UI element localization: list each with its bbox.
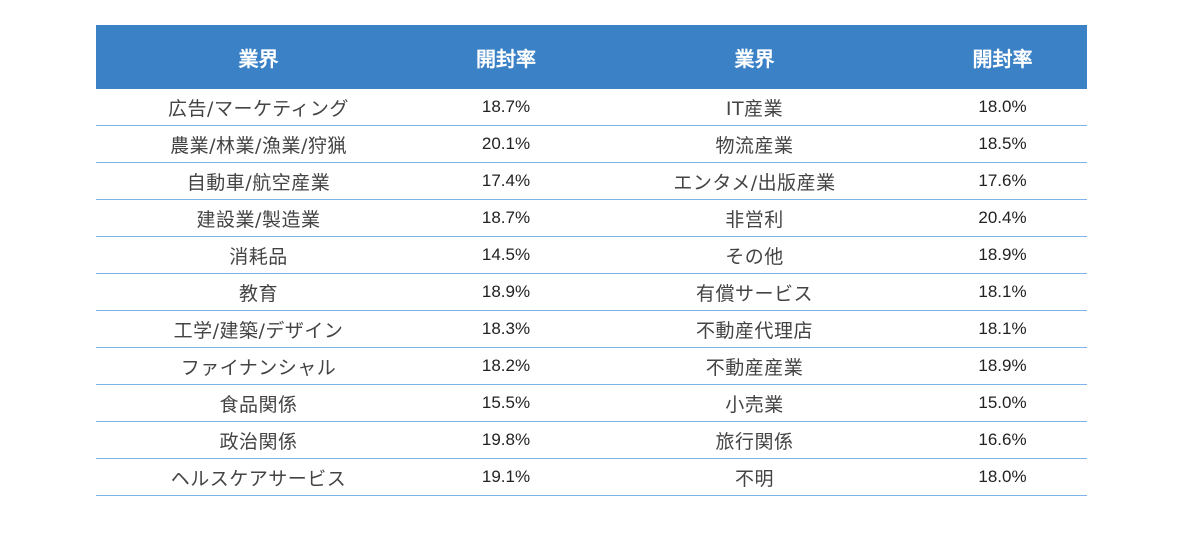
open-rate-cell: 18.3%: [421, 310, 591, 348]
table-row: 教育 18.9% 有償サービス 18.1%: [96, 273, 1087, 311]
open-rate-cell: 18.9%: [918, 347, 1087, 385]
header-industry-left: 業界: [96, 25, 421, 89]
open-rate-cell: 18.9%: [918, 236, 1087, 274]
industry-cell: 農業/林業/漁業/狩猟: [96, 125, 421, 163]
open-rate-cell: 18.5%: [918, 125, 1087, 163]
table-row: 広告/マーケティング 18.7% IT産業 18.0%: [96, 89, 1087, 126]
industry-cell: 政治関係: [96, 421, 421, 459]
open-rate-cell: 18.7%: [421, 89, 591, 126]
open-rate-table-container: 業界 開封率 業界 開封率 広告/マーケティング 18.7% IT産業 18.0…: [96, 25, 1087, 496]
industry-cell: ファイナンシャル: [96, 347, 421, 385]
header-open-rate-left: 開封率: [421, 25, 591, 89]
industry-cell: 非営利: [591, 199, 918, 237]
open-rate-cell: 15.0%: [918, 384, 1087, 422]
open-rate-cell: 18.1%: [918, 273, 1087, 311]
open-rate-cell: 20.1%: [421, 125, 591, 163]
industry-cell: 不動産代理店: [591, 310, 918, 348]
open-rate-cell: 15.5%: [421, 384, 591, 422]
table-row: 自動車/航空産業 17.4% エンタメ/出版産業 17.6%: [96, 162, 1087, 200]
industry-cell: 物流産業: [591, 125, 918, 163]
industry-cell: その他: [591, 236, 918, 274]
table-row: 食品関係 15.5% 小売業 15.0%: [96, 384, 1087, 422]
table-row: ヘルスケアサービス 19.1% 不明 18.0%: [96, 458, 1087, 496]
open-rate-cell: 19.8%: [421, 421, 591, 459]
open-rate-cell: 14.5%: [421, 236, 591, 274]
table-header: 業界 開封率 業界 開封率: [96, 25, 1087, 89]
industry-cell: 有償サービス: [591, 273, 918, 311]
industry-cell: 不明: [591, 458, 918, 496]
open-rate-table: 業界 開封率 業界 開封率 広告/マーケティング 18.7% IT産業 18.0…: [96, 25, 1087, 496]
industry-cell: 広告/マーケティング: [96, 89, 421, 126]
open-rate-cell: 20.4%: [918, 199, 1087, 237]
table-row: 政治関係 19.8% 旅行関係 16.6%: [96, 421, 1087, 459]
header-open-rate-right: 開封率: [918, 25, 1087, 89]
header-industry-right: 業界: [591, 25, 918, 89]
open-rate-cell: 18.0%: [918, 458, 1087, 496]
industry-cell: 食品関係: [96, 384, 421, 422]
open-rate-cell: 18.9%: [421, 273, 591, 311]
table-row: 工学/建築/デザイン 18.3% 不動産代理店 18.1%: [96, 310, 1087, 348]
open-rate-cell: 16.6%: [918, 421, 1087, 459]
open-rate-cell: 18.0%: [918, 89, 1087, 126]
industry-cell: エンタメ/出版産業: [591, 162, 918, 200]
table-row: 消耗品 14.5% その他 18.9%: [96, 236, 1087, 274]
industry-cell: IT産業: [591, 89, 918, 126]
industry-cell: 教育: [96, 273, 421, 311]
open-rate-cell: 17.6%: [918, 162, 1087, 200]
open-rate-cell: 17.4%: [421, 162, 591, 200]
header-row: 業界 開封率 業界 開封率: [96, 25, 1087, 89]
industry-cell: 旅行関係: [591, 421, 918, 459]
industry-cell: 自動車/航空産業: [96, 162, 421, 200]
industry-cell: 不動産産業: [591, 347, 918, 385]
table-row: 農業/林業/漁業/狩猟 20.1% 物流産業 18.5%: [96, 125, 1087, 163]
open-rate-cell: 18.2%: [421, 347, 591, 385]
table-body: 広告/マーケティング 18.7% IT産業 18.0% 農業/林業/漁業/狩猟 …: [96, 89, 1087, 496]
open-rate-cell: 18.7%: [421, 199, 591, 237]
industry-cell: 小売業: [591, 384, 918, 422]
industry-cell: 消耗品: [96, 236, 421, 274]
industry-cell: 建設業/製造業: [96, 199, 421, 237]
industry-cell: 工学/建築/デザイン: [96, 310, 421, 348]
open-rate-cell: 19.1%: [421, 458, 591, 496]
table-row: ファイナンシャル 18.2% 不動産産業 18.9%: [96, 347, 1087, 385]
open-rate-cell: 18.1%: [918, 310, 1087, 348]
industry-cell: ヘルスケアサービス: [96, 458, 421, 496]
table-row: 建設業/製造業 18.7% 非営利 20.4%: [96, 199, 1087, 237]
